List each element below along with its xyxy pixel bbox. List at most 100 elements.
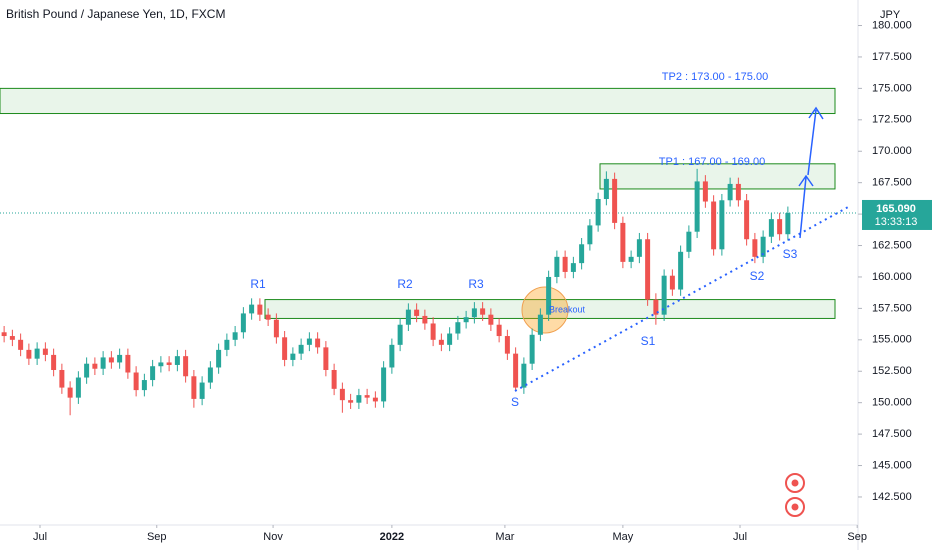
candle-body (282, 337, 288, 360)
y-tick-label: 170.000 (872, 145, 912, 157)
candle-body (141, 380, 147, 391)
icon-dot (791, 503, 799, 511)
candle-body (711, 201, 717, 250)
candle-body (67, 387, 73, 398)
candle-body (26, 349, 32, 359)
annotation: S2 (750, 269, 765, 283)
candle-body (207, 367, 213, 383)
candle-body (414, 309, 420, 316)
arrow (807, 106, 824, 176)
icon-dot (791, 479, 799, 487)
y-tick-label: 142.500 (872, 491, 912, 503)
candle-body (150, 366, 156, 381)
x-tick-label: Nov (263, 531, 283, 543)
candle-body (587, 225, 593, 245)
candle-body (133, 372, 139, 391)
annotation: S (511, 395, 519, 409)
candle-body (372, 397, 378, 402)
candle-body (199, 382, 205, 399)
x-tick-label: Jul (733, 531, 747, 543)
annotation: TP1 : 167.00 - 169.00 (659, 156, 765, 168)
candle-body (364, 395, 370, 398)
candle-body (488, 314, 494, 325)
candle-body (430, 323, 436, 340)
candle-body (612, 178, 618, 223)
candle-body (471, 308, 477, 318)
y-tick-label: 157.500 (872, 302, 912, 314)
y-tick-label: 167.500 (872, 177, 912, 189)
candle-body (744, 200, 750, 240)
candle-body (760, 236, 766, 257)
annotation: Breakout (549, 304, 586, 314)
candle-body (232, 332, 238, 340)
candle-body (1, 332, 7, 337)
candle-body (125, 354, 131, 373)
y-tick-label: 172.500 (872, 114, 912, 126)
y-tick-label: 162.500 (872, 239, 912, 251)
annotation: R2 (397, 277, 413, 291)
candle-body (463, 317, 469, 323)
candle-body (719, 200, 725, 250)
candle-body (735, 183, 741, 201)
candle-body (108, 357, 114, 363)
y-tick-label: 150.000 (872, 397, 912, 409)
arrow (798, 174, 814, 239)
candle-body (315, 338, 321, 348)
indicator-icon[interactable] (785, 473, 805, 517)
candle-body (521, 363, 527, 388)
trendline (514, 205, 851, 392)
candle-body (117, 354, 123, 363)
candle-body (298, 344, 304, 354)
candle-body (183, 356, 189, 377)
candle-body (636, 239, 642, 257)
candle-body (727, 183, 733, 201)
candle-body (785, 212, 791, 235)
candle-body (397, 324, 403, 345)
candle-body (174, 356, 180, 365)
candle-body (645, 239, 651, 300)
candle-body (51, 354, 57, 370)
y-tick-label: 180.000 (872, 19, 912, 31)
candle-body (348, 400, 354, 403)
y-tick-label: 155.000 (872, 334, 912, 346)
breakout-highlight (521, 286, 569, 334)
candle-body (513, 353, 519, 388)
x-tick-label: May (612, 531, 633, 543)
candle-body (306, 338, 312, 345)
candle-body (381, 367, 387, 402)
countdown: 13:33:13 (875, 216, 918, 228)
candle-body (323, 347, 329, 370)
x-tick-label: Sep (847, 531, 867, 543)
candle-body (389, 344, 395, 368)
candle-body (455, 322, 461, 334)
annotation: S1 (641, 334, 656, 348)
currency: JPY (880, 9, 901, 21)
candle-body (595, 199, 601, 226)
annotation: TP2 : 173.00 - 175.00 (662, 71, 768, 83)
candle-body (570, 263, 576, 272)
candle-body (529, 334, 535, 364)
x-tick-label: Sep (147, 531, 167, 543)
price-label: 165.090 (876, 203, 916, 215)
y-tick-label: 177.500 (872, 51, 912, 63)
candle-body (224, 339, 230, 350)
candle-body (777, 219, 783, 235)
candle-body (620, 222, 626, 262)
candle-body (628, 256, 634, 262)
candle-body (480, 308, 486, 315)
candle-body (356, 395, 362, 403)
candle-body (166, 362, 172, 365)
candle-body (240, 313, 246, 333)
y-tick-label: 175.000 (872, 82, 912, 94)
candle-body (75, 377, 81, 398)
zone (0, 87, 836, 115)
candle-body (9, 336, 15, 340)
price-label-box (862, 199, 932, 230)
candle-body (100, 357, 106, 369)
candle-body (92, 363, 98, 369)
candle-body (661, 275, 667, 315)
candle-body (678, 251, 684, 290)
candle-body (546, 276, 552, 315)
candle-body (191, 376, 197, 399)
